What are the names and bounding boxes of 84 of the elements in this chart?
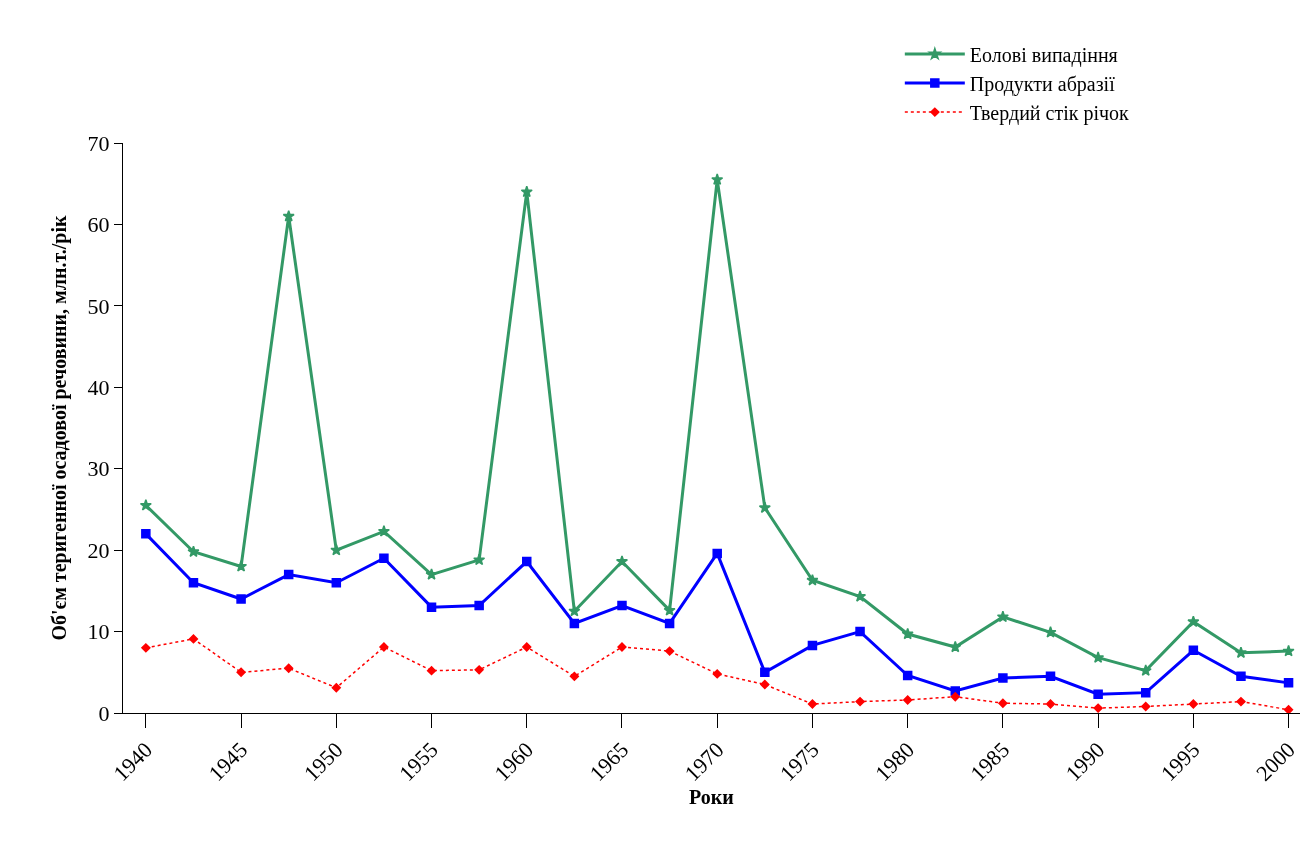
point	[1187, 615, 1200, 628]
point	[1141, 701, 1151, 712]
point	[1140, 687, 1151, 698]
point	[569, 618, 580, 629]
point	[1236, 696, 1246, 707]
point	[615, 555, 629, 567]
point	[760, 679, 770, 690]
point	[236, 667, 246, 677]
y-tick-label: 50	[87, 293, 110, 319]
point	[996, 610, 1009, 623]
point	[902, 670, 913, 681]
point	[425, 568, 438, 580]
point	[474, 665, 484, 675]
y-tick-label: 70	[87, 130, 110, 156]
point	[522, 642, 532, 652]
point	[950, 692, 960, 702]
point	[1045, 699, 1056, 709]
point	[1092, 651, 1105, 663]
point	[949, 640, 962, 653]
point	[1234, 646, 1248, 659]
point	[188, 577, 199, 588]
point	[426, 602, 437, 612]
point	[998, 673, 1008, 683]
point	[283, 569, 294, 580]
point	[330, 543, 343, 556]
y-tick-label: 0	[98, 700, 110, 726]
point	[379, 642, 389, 652]
point	[758, 501, 771, 514]
legend-label: Твердий стік річок	[969, 101, 1130, 125]
point	[1282, 644, 1295, 657]
point	[1093, 689, 1103, 700]
point	[855, 626, 865, 637]
point	[1188, 645, 1199, 656]
point	[807, 640, 818, 651]
point	[426, 666, 437, 676]
point	[569, 671, 580, 682]
point	[1045, 671, 1056, 682]
point	[520, 185, 533, 198]
point	[806, 573, 819, 586]
y-tick-label: 40	[87, 374, 110, 400]
legend-label: Еолові випадіння	[969, 43, 1118, 67]
legend-label: Продукти абразії	[969, 72, 1116, 96]
y-tick-label: 30	[87, 456, 110, 482]
point	[331, 577, 342, 588]
y-tick-label: 10	[87, 619, 110, 645]
point	[760, 667, 770, 678]
point	[1236, 671, 1246, 682]
point	[855, 696, 865, 707]
point	[903, 695, 913, 705]
point	[807, 699, 818, 709]
point	[331, 683, 341, 693]
point	[664, 646, 675, 656]
point	[1188, 699, 1198, 709]
point	[853, 590, 867, 602]
point	[663, 604, 676, 616]
point	[568, 604, 581, 617]
y-axis-title: Об'єм теригенної осадової речовини, млн.т./рік	[48, 214, 72, 641]
y-tick-label: 60	[87, 212, 110, 238]
point	[236, 594, 246, 604]
x-axis-title: Роки	[689, 785, 734, 808]
point	[617, 642, 627, 652]
point	[379, 553, 389, 564]
point	[473, 553, 486, 566]
point	[188, 634, 199, 644]
point	[1283, 705, 1294, 713]
point	[187, 545, 200, 558]
point	[1283, 678, 1294, 688]
y-tick-label: 20	[87, 537, 110, 563]
point	[522, 556, 532, 567]
point	[141, 643, 151, 653]
point	[712, 548, 722, 559]
point	[282, 209, 295, 222]
point	[474, 600, 484, 611]
point	[377, 525, 390, 537]
point	[617, 600, 627, 611]
point	[141, 529, 151, 539]
point	[284, 663, 294, 673]
point	[139, 499, 152, 511]
point	[998, 698, 1008, 708]
point	[235, 560, 248, 572]
point	[664, 618, 675, 629]
point	[711, 173, 724, 185]
point	[1093, 703, 1103, 713]
point	[712, 669, 722, 679]
